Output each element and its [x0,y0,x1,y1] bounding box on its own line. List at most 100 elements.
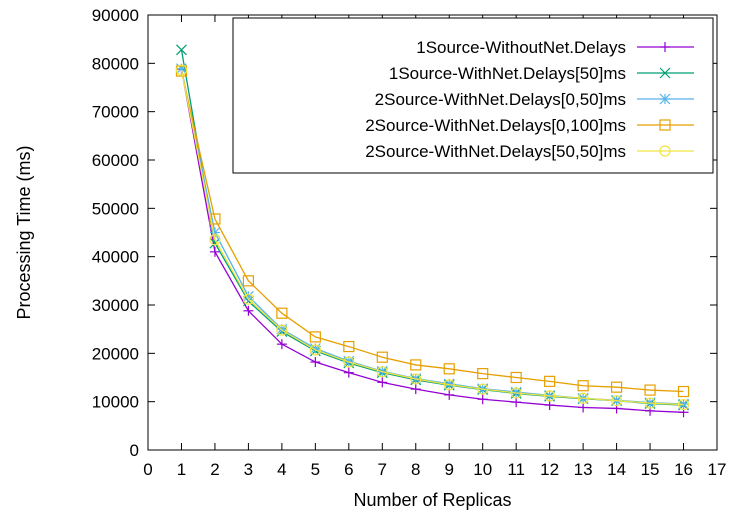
x-tick-label: 5 [311,460,320,479]
y-tick-label: 20000 [92,344,139,363]
legend-label: 1Source-WithoutNet.Delays [416,38,626,57]
legend-item: 1Source-WithoutNet.Delays [416,38,694,57]
legend-item: 2Source-WithNet.Delays[0,50]ms [375,90,694,109]
legend-label: 2Source-WithNet.Delays[0,100]ms [365,116,626,135]
data-point [242,275,255,287]
data-point [209,234,221,246]
x-tick-label: 0 [143,460,152,479]
x-tick-label: 9 [445,460,454,479]
x-tick-label: 16 [674,460,693,479]
x-tick-label: 15 [641,460,660,479]
legend-box [232,17,714,174]
data-point [310,357,321,368]
x-axis-label: Number of Replicas [353,490,511,510]
data-point [510,387,522,399]
data-point [544,375,556,387]
x-tick-label: 8 [411,460,420,479]
data-point [276,324,288,336]
legend-label: 1Source-WithNet.Delays[50]ms [389,64,626,83]
y-tick-label: 80000 [92,54,139,73]
data-point [510,371,522,384]
legend-label: 2Source-WithNet.Delays[50,50]ms [365,142,626,161]
x-tick-label: 1 [177,460,186,479]
data-point [309,344,321,356]
data-point [309,331,321,343]
y-tick-label: 30000 [92,296,139,315]
data-point [444,389,455,400]
data-point [477,368,489,380]
data-point [677,398,690,411]
data-point [577,392,589,404]
legend-swatch-marker [659,145,671,157]
data-point [410,373,422,385]
data-point [410,384,421,395]
data-point [644,384,656,396]
data-point [176,44,187,56]
axes [147,14,718,451]
data-point [175,64,188,76]
x-tick-label: 2 [210,460,219,479]
x-tick-label: 4 [277,460,286,479]
data-point [377,377,388,388]
data-point [343,356,355,368]
series-line [180,70,684,393]
data-point [544,390,556,402]
tick-marks: 0 1 2 3 4 5 6 7 8 9 10 11 12 13 14 15 16 1701000020000300… [92,6,727,479]
y-tick-label: 40000 [92,248,139,267]
data-point [410,359,422,371]
data-point [544,400,555,411]
y-axis-label: Processing Time (ms) [14,145,34,319]
y-tick-label: 10000 [92,393,139,412]
legend-swatch-marker [659,67,671,79]
plot-frame [147,14,718,451]
data-point [610,395,623,407]
x-tick-label: 6 [344,460,353,479]
data-point [276,339,287,350]
series-group [175,44,690,418]
y-tick-label: 70000 [92,103,139,122]
data-point [443,363,455,375]
data-point [577,380,589,392]
data-point [343,367,354,378]
x-tick-label: 7 [378,460,387,479]
x-tick-label: 3 [244,460,253,479]
y-tick-label: 0 [130,441,139,460]
legend-item: 2Source-WithNet.Delays[50,50]ms [365,142,694,161]
legend-label: 2Source-WithNet.Delays[0,50]ms [375,90,626,109]
y-tick-label: 60000 [92,151,139,170]
data-point [209,246,220,257]
data-point [242,293,255,305]
data-point [276,307,288,319]
data-point [243,305,254,316]
data-point [477,394,488,405]
legend-swatch-marker [659,119,671,131]
data-point [443,379,455,391]
legend: 1Source-WithoutNet.Delays 1Source-WithNet… [232,17,714,174]
x-tick-label: 11 [507,460,525,479]
data-point [343,340,355,353]
y-tick-label: 90000 [92,6,139,25]
data-point [376,351,388,363]
series-5 [175,64,690,411]
data-point [677,385,690,398]
x-tick-label: 17 [708,460,727,479]
legend-item: 2Source-WithNet.Delays[0,100]ms [365,116,694,135]
data-point [209,213,221,225]
data-point [610,381,623,393]
data-point [644,397,656,409]
x-tick-label: 14 [607,460,626,479]
x-tick-label: 10 [473,460,492,479]
legend-item: 1Source-WithNet.Delays[50]ms [389,64,694,83]
x-tick-label: 12 [540,460,559,479]
series-line [180,69,684,406]
data-point [511,397,522,408]
legend-swatch-marker [659,93,671,105]
data-point [578,402,589,413]
series-4 [175,65,690,398]
series-line [180,69,684,413]
legend-swatch-marker [660,42,670,52]
y-tick-label: 50000 [92,199,139,218]
data-point [376,366,388,378]
